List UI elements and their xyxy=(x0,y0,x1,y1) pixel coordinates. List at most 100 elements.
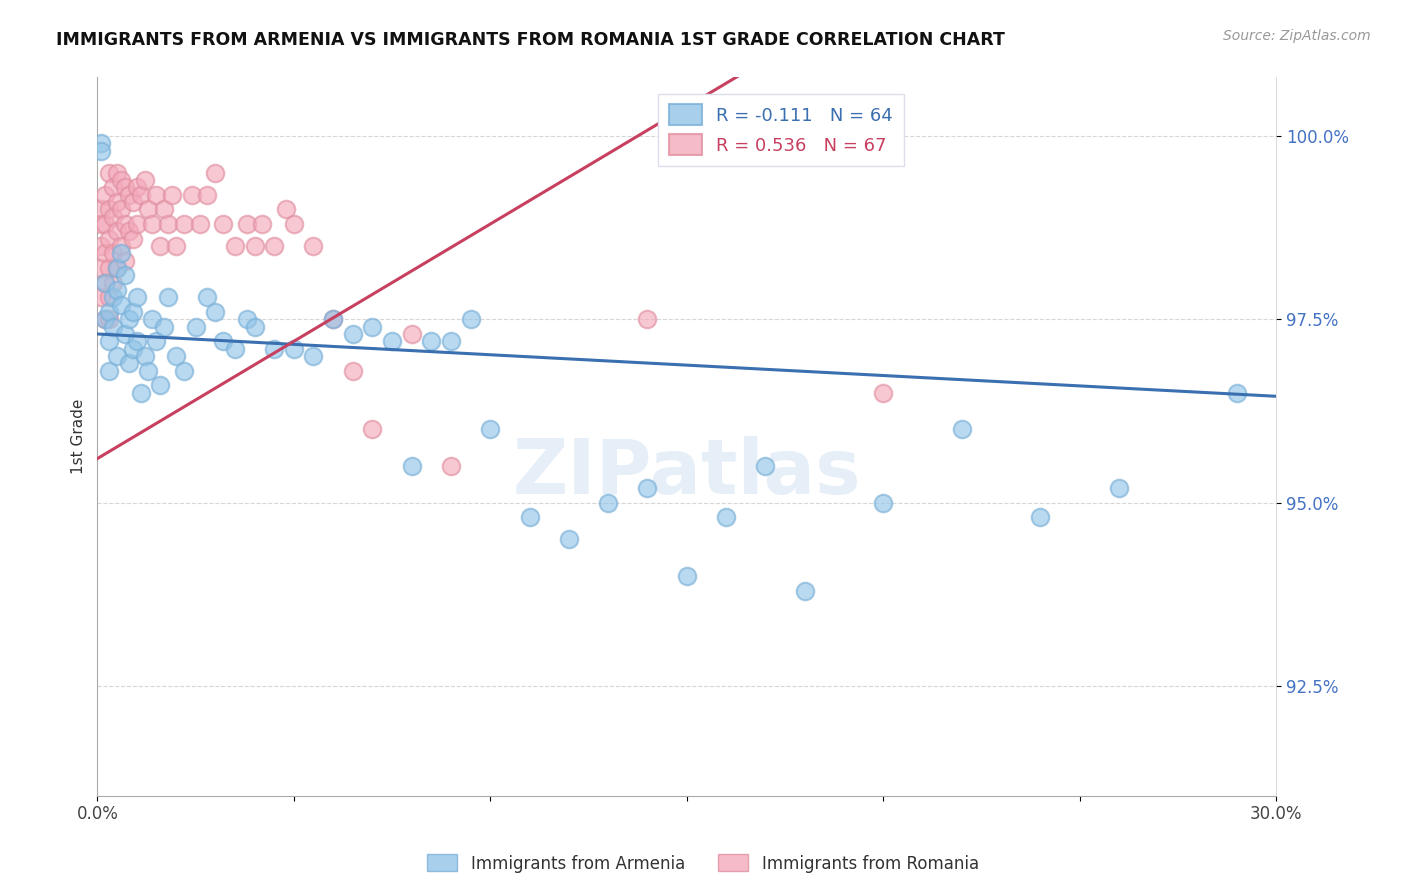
Point xyxy=(440,334,463,349)
Point xyxy=(188,217,211,231)
Point xyxy=(361,422,384,436)
Point xyxy=(105,260,128,275)
Point xyxy=(134,173,156,187)
Point xyxy=(440,458,463,473)
Point xyxy=(105,224,128,238)
Point xyxy=(90,260,112,275)
Point xyxy=(754,458,776,473)
Point xyxy=(322,312,344,326)
Point xyxy=(94,246,117,260)
Point xyxy=(153,202,176,217)
Point xyxy=(263,342,285,356)
Point xyxy=(157,290,180,304)
Point xyxy=(101,290,124,304)
Point xyxy=(90,239,112,253)
Point xyxy=(173,364,195,378)
Point xyxy=(204,166,226,180)
Point xyxy=(121,342,143,356)
Point xyxy=(558,533,581,547)
Point xyxy=(129,385,152,400)
Point xyxy=(263,239,285,253)
Point xyxy=(90,217,112,231)
Point xyxy=(110,239,132,253)
Point xyxy=(101,246,124,260)
Point xyxy=(519,510,541,524)
Point xyxy=(114,326,136,341)
Point xyxy=(204,305,226,319)
Point xyxy=(94,276,117,290)
Point xyxy=(114,268,136,283)
Text: ZIPatlas: ZIPatlas xyxy=(512,435,860,509)
Point xyxy=(101,276,124,290)
Point xyxy=(342,326,364,341)
Point xyxy=(401,458,423,473)
Point xyxy=(118,312,141,326)
Point xyxy=(420,334,443,349)
Point xyxy=(636,481,658,495)
Point xyxy=(149,378,172,392)
Point xyxy=(98,202,121,217)
Point xyxy=(125,180,148,194)
Point xyxy=(134,349,156,363)
Point xyxy=(165,349,187,363)
Point xyxy=(636,312,658,326)
Point xyxy=(157,217,180,231)
Point xyxy=(145,334,167,349)
Point xyxy=(274,202,297,217)
Text: IMMIGRANTS FROM ARMENIA VS IMMIGRANTS FROM ROMANIA 1ST GRADE CORRELATION CHART: IMMIGRANTS FROM ARMENIA VS IMMIGRANTS FR… xyxy=(56,31,1005,49)
Point xyxy=(145,187,167,202)
Point xyxy=(98,364,121,378)
Point xyxy=(195,187,218,202)
Point xyxy=(212,334,235,349)
Point xyxy=(94,312,117,326)
Legend: Immigrants from Armenia, Immigrants from Romania: Immigrants from Armenia, Immigrants from… xyxy=(420,847,986,880)
Point xyxy=(98,166,121,180)
Point xyxy=(361,319,384,334)
Point xyxy=(872,495,894,509)
Point xyxy=(138,202,160,217)
Point xyxy=(460,312,482,326)
Y-axis label: 1st Grade: 1st Grade xyxy=(72,399,86,475)
Point xyxy=(90,202,112,217)
Point xyxy=(90,290,112,304)
Point xyxy=(173,217,195,231)
Point xyxy=(110,246,132,260)
Point xyxy=(153,319,176,334)
Point xyxy=(180,187,202,202)
Point xyxy=(252,217,274,231)
Point xyxy=(184,319,207,334)
Point xyxy=(138,364,160,378)
Point xyxy=(101,210,124,224)
Point xyxy=(118,187,141,202)
Point xyxy=(105,283,128,297)
Point xyxy=(160,187,183,202)
Point xyxy=(714,510,737,524)
Point xyxy=(381,334,404,349)
Point xyxy=(1108,481,1130,495)
Point xyxy=(121,232,143,246)
Point xyxy=(98,334,121,349)
Point xyxy=(114,217,136,231)
Point xyxy=(94,276,117,290)
Point xyxy=(94,187,117,202)
Point xyxy=(110,202,132,217)
Point xyxy=(98,312,121,326)
Point xyxy=(793,583,815,598)
Point xyxy=(98,305,121,319)
Point xyxy=(302,239,325,253)
Point xyxy=(224,239,246,253)
Point xyxy=(129,187,152,202)
Point xyxy=(675,569,697,583)
Point xyxy=(479,422,502,436)
Point xyxy=(94,217,117,231)
Point xyxy=(401,326,423,341)
Point xyxy=(212,217,235,231)
Point xyxy=(224,342,246,356)
Point xyxy=(283,342,305,356)
Point xyxy=(105,195,128,210)
Point xyxy=(195,290,218,304)
Point xyxy=(283,217,305,231)
Point xyxy=(121,305,143,319)
Point xyxy=(872,385,894,400)
Point xyxy=(105,260,128,275)
